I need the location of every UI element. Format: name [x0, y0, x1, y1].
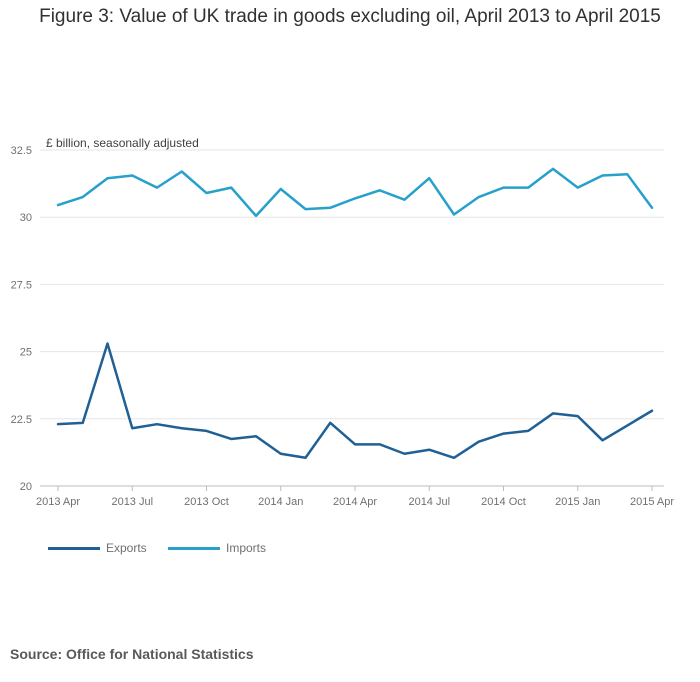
x-tick-label: 2014 Jan — [258, 496, 303, 508]
y-tick-label: 22.5 — [11, 414, 32, 426]
source-note: Source: Office for National Statistics — [10, 646, 254, 662]
chart-title: Figure 3: Value of UK trade in goods exc… — [39, 6, 661, 27]
legend-item-imports: Imports — [168, 541, 266, 555]
legend-swatch — [48, 546, 100, 550]
legend-item-exports: Exports — [48, 541, 147, 555]
x-tick-label: 2013 Jul — [111, 496, 153, 508]
y-tick-label: 27.5 — [11, 279, 32, 291]
x-tick-label: 2015 Apr — [630, 496, 674, 508]
x-tick-label: 2014 Apr — [333, 496, 377, 508]
y-tick-label: 25 — [20, 347, 32, 359]
legend-label: Exports — [106, 541, 147, 555]
legend-label: Imports — [226, 541, 267, 555]
x-tick-label: 2014 Oct — [481, 496, 526, 508]
x-tick-label: 2014 Jul — [408, 496, 450, 508]
legend-swatch — [168, 546, 220, 550]
x-tick-label: 2013 Oct — [184, 496, 229, 508]
y-tick-label: 20 — [20, 481, 32, 493]
line-chart: 20 22.5 25 27.5 30 32.5 2013 Apr 2013 Jul 2013 … — [11, 145, 675, 508]
y-tick-label: 30 — [20, 212, 32, 224]
series-line-exports — [56, 342, 654, 460]
y-axis-unit-label: £ billion, seasonally adjusted — [46, 136, 199, 150]
x-tick-label: 2015 Jan — [555, 496, 600, 508]
y-tick-label: 32.5 — [11, 145, 32, 157]
series-line-imports — [56, 167, 654, 218]
x-tick-label: 2013 Apr — [36, 496, 80, 508]
